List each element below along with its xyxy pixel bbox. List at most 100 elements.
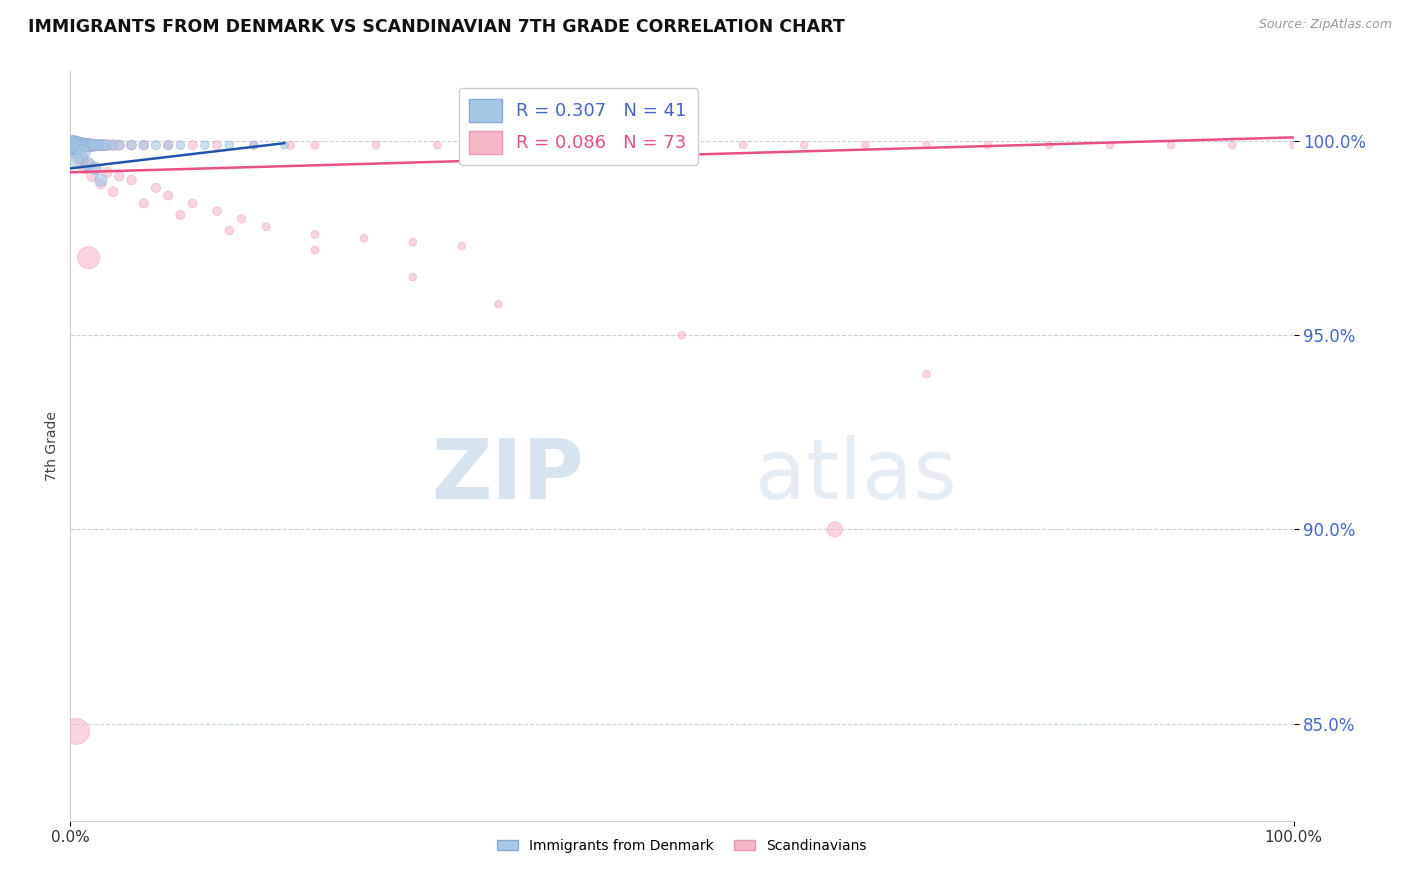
Point [63, 138, 86, 153]
Point [402, 235, 425, 250]
Point [610, 138, 633, 153]
Point [205, 138, 228, 153]
Point [66, 145, 89, 160]
Point [304, 138, 326, 153]
Point [1160, 138, 1182, 153]
Point [86, 138, 108, 153]
Point [273, 138, 295, 153]
Point [83, 138, 105, 153]
Point [205, 204, 228, 219]
Point [69, 138, 91, 153]
Point [121, 173, 143, 187]
Point [157, 138, 180, 153]
Point [73, 138, 96, 153]
Point [132, 138, 155, 153]
Point [1220, 138, 1243, 153]
Point [66, 138, 89, 153]
Point [1282, 138, 1305, 153]
Point [169, 208, 191, 222]
Y-axis label: 7th Grade: 7th Grade [45, 411, 59, 481]
Point [121, 138, 143, 153]
Point [218, 138, 240, 153]
Point [548, 138, 571, 153]
Point [96, 165, 118, 179]
Point [108, 138, 131, 153]
Point [96, 138, 118, 153]
Point [671, 138, 693, 153]
Point [80, 138, 103, 153]
Point [79, 138, 101, 153]
Point [63, 142, 86, 156]
Point [77, 157, 100, 171]
Point [66, 138, 89, 153]
Point [353, 231, 375, 245]
Point [231, 211, 253, 226]
Point [488, 297, 510, 311]
Point [101, 185, 124, 199]
Point [855, 138, 877, 153]
Point [79, 138, 101, 153]
Point [101, 138, 124, 153]
Point [70, 153, 93, 168]
Point [82, 169, 104, 184]
Text: ZIP: ZIP [432, 435, 583, 516]
Point [83, 138, 105, 153]
Point [254, 219, 277, 234]
Point [72, 138, 94, 153]
Legend: Immigrants from Denmark, Scandinavians: Immigrants from Denmark, Scandinavians [491, 833, 873, 859]
Point [671, 328, 693, 343]
Point [69, 150, 91, 164]
Point [72, 138, 94, 153]
Point [426, 138, 449, 153]
Point [83, 138, 105, 153]
Point [65, 145, 87, 160]
Text: Source: ZipAtlas.com: Source: ZipAtlas.com [1258, 18, 1392, 31]
Point [90, 138, 112, 153]
Point [157, 188, 180, 202]
Point [976, 138, 998, 153]
Point [108, 169, 131, 184]
Point [90, 173, 112, 187]
Point [91, 138, 114, 153]
Point [65, 724, 87, 739]
Point [243, 138, 266, 153]
Point [132, 196, 155, 211]
Point [62, 138, 84, 153]
Point [132, 138, 155, 153]
Point [73, 161, 96, 176]
Point [73, 138, 96, 153]
Point [169, 138, 191, 153]
Point [824, 523, 846, 537]
Point [488, 138, 510, 153]
Point [1099, 138, 1122, 153]
Point [915, 367, 938, 381]
Point [93, 138, 115, 153]
Point [65, 138, 87, 153]
Point [83, 161, 105, 176]
Point [304, 227, 326, 242]
Point [67, 150, 90, 164]
Point [243, 138, 266, 153]
Point [280, 138, 302, 153]
Point [82, 138, 104, 153]
Point [69, 138, 91, 153]
Point [72, 153, 94, 168]
Text: IMMIGRANTS FROM DENMARK VS SCANDINAVIAN 7TH GRADE CORRELATION CHART: IMMIGRANTS FROM DENMARK VS SCANDINAVIAN … [28, 18, 845, 36]
Point [733, 138, 755, 153]
Point [121, 138, 143, 153]
Point [194, 138, 217, 153]
Point [108, 138, 131, 153]
Point [67, 138, 90, 153]
Point [145, 181, 167, 195]
Point [72, 145, 94, 160]
Point [76, 138, 98, 153]
Point [63, 138, 86, 153]
Point [157, 138, 180, 153]
Point [89, 138, 111, 153]
Point [793, 138, 815, 153]
Point [69, 150, 91, 164]
Point [402, 270, 425, 285]
Point [77, 251, 100, 265]
Point [366, 138, 388, 153]
Point [1038, 138, 1060, 153]
